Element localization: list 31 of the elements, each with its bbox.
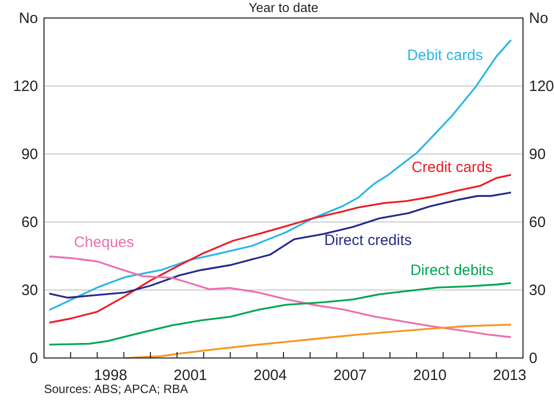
series-label: Credit cards [412,159,492,176]
line-series [48,174,512,324]
x-tick-label: 2007 [333,367,367,384]
series-label: Debit cards [407,47,483,64]
y2-tick-label: No [529,10,548,27]
series-label: Direct debits [410,262,494,279]
series-label: Direct credits [324,232,412,249]
y2-tick-label: 30 [529,282,546,299]
x-tick-label: 1998 [94,367,128,384]
y-tick-label: 0 [30,350,38,367]
y2-tick-label: 60 [529,214,546,231]
line-series [48,192,512,299]
y2-tick-label: 90 [529,146,546,163]
line-series [48,282,512,346]
y2-tick-label: 120 [529,78,554,95]
x-tick-label: 2001 [174,367,208,384]
line-series [124,324,512,359]
line-series [48,39,512,311]
chart-title: Year to date [248,0,318,15]
y2-tick-label: 0 [529,350,538,367]
y-tick-label: 60 [21,214,38,231]
y-tick-label: 120 [12,78,38,95]
source-note: Sources: ABS; APCA; RBA [44,382,188,396]
x-tick-label: 2010 [413,367,447,384]
y-tick-label: 30 [21,282,38,299]
line-series [48,256,512,338]
y-tick-label: No [18,10,38,27]
x-tick-label: 2013 [493,367,526,384]
x-tick-label: 2004 [254,367,287,384]
series-label: Cheques [74,234,134,251]
y-tick-label: 90 [21,146,38,163]
